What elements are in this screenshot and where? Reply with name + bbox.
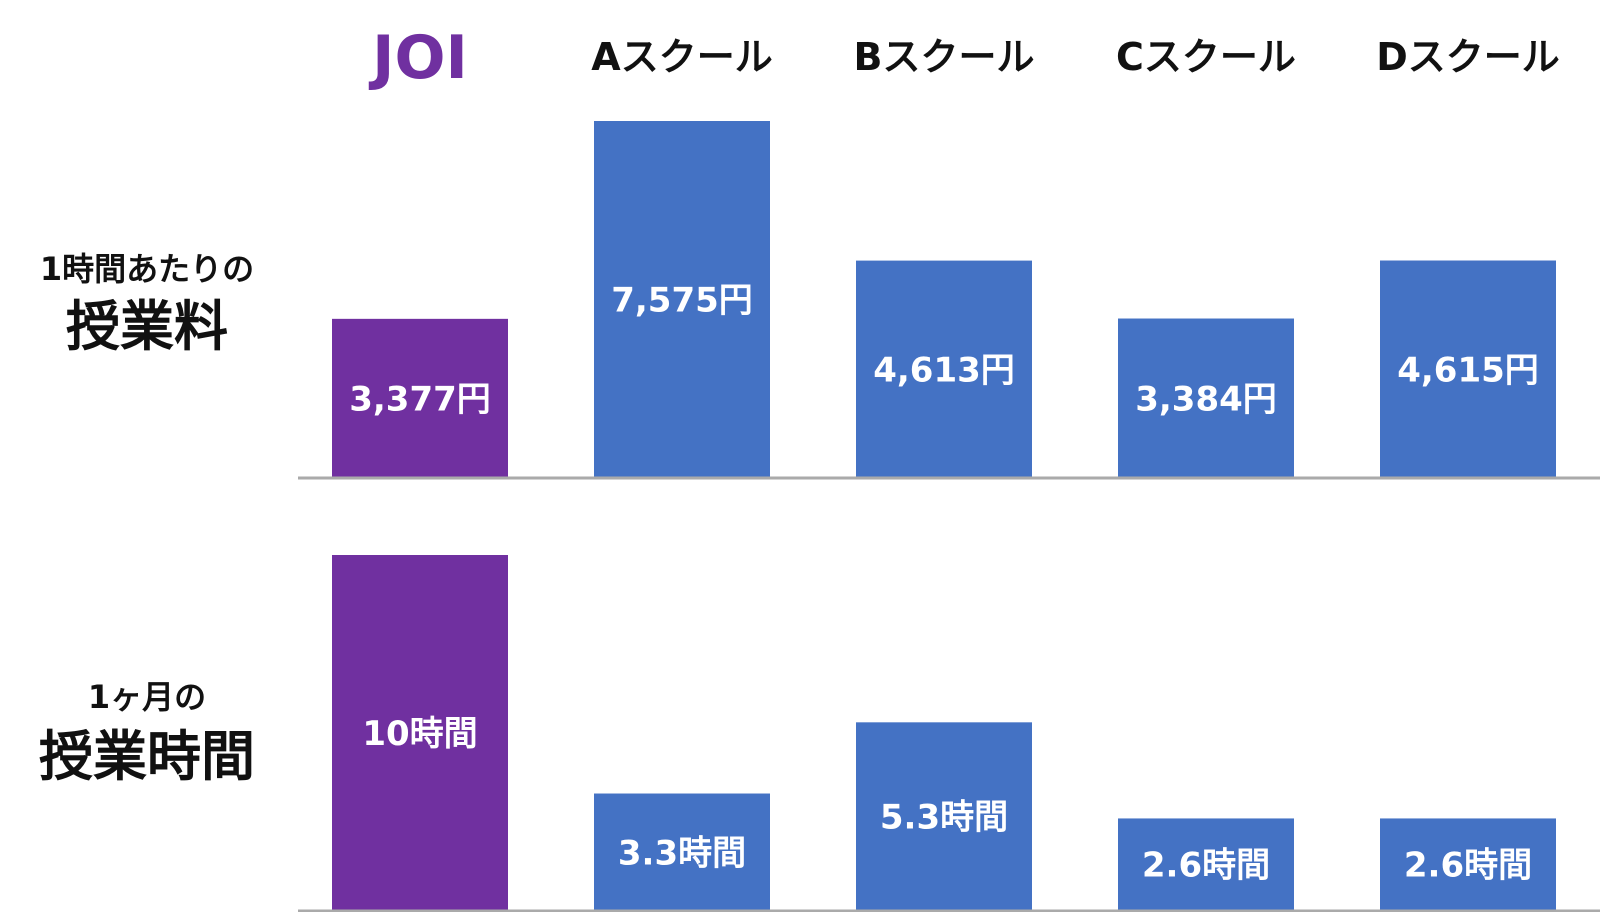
bar-panel1-0 (332, 318, 508, 478)
bar-value-label-panel2-1: 3.3時間 (618, 833, 746, 873)
bar-panel1-1 (594, 121, 770, 478)
bar-value-label-panel1-4: 4,615円 (1397, 350, 1539, 390)
category-label-3: Cスクール (1116, 35, 1296, 79)
bar-panel2-0 (332, 555, 508, 911)
category-label-1: Aスクール (591, 35, 772, 79)
bar-value-label-panel2-0: 10時間 (362, 714, 477, 754)
bar-panel2-2 (856, 722, 1032, 911)
bar-value-label-panel2-4: 2.6時間 (1404, 846, 1532, 886)
panel-monthly-hours: 10時間 3.3時間 5.3時間 2.6時間 2.6時間 (298, 555, 1600, 912)
panel-1-label-line2: 授業料 (66, 295, 228, 358)
category-label-2: Bスクール (854, 35, 1035, 79)
row-labels: 1時間あたりの 授業料 1ヶ月の 授業時間 (39, 250, 255, 788)
bar-value-label-panel2-2: 5.3時間 (880, 798, 1008, 838)
panel-2-label-line2: 授業時間 (39, 725, 255, 788)
bar-panel1-4 (1380, 260, 1556, 478)
bar-panel2-1 (594, 793, 770, 911)
bar-value-label-panel2-3: 2.6時間 (1142, 846, 1270, 886)
bar-value-label-panel1-0: 3,377円 (349, 379, 491, 419)
panel-1-label-line1: 1時間あたりの (40, 250, 254, 288)
bar-value-label-panel1-2: 4,613円 (873, 350, 1015, 390)
category-label-4: Dスクール (1376, 35, 1560, 79)
bar-panel1-3 (1118, 318, 1294, 478)
bar-value-label-panel1-3: 3,384円 (1135, 379, 1277, 419)
category-label-0: JOI (368, 23, 468, 93)
bar-panel2-3 (1118, 818, 1294, 911)
bar-value-label-panel1-1: 7,575円 (611, 281, 753, 321)
panel-2-label-line1: 1ヶ月の (88, 678, 206, 716)
bar-panel2-4 (1380, 818, 1556, 911)
category-labels: JOI Aスクール Bスクール Cスクール Dスクール (368, 23, 1560, 93)
bar-panel1-2 (856, 260, 1032, 478)
panel-tuition-per-hour: 3,377円 7,575円 4,613円 3,384円 4,615円 (298, 121, 1600, 480)
